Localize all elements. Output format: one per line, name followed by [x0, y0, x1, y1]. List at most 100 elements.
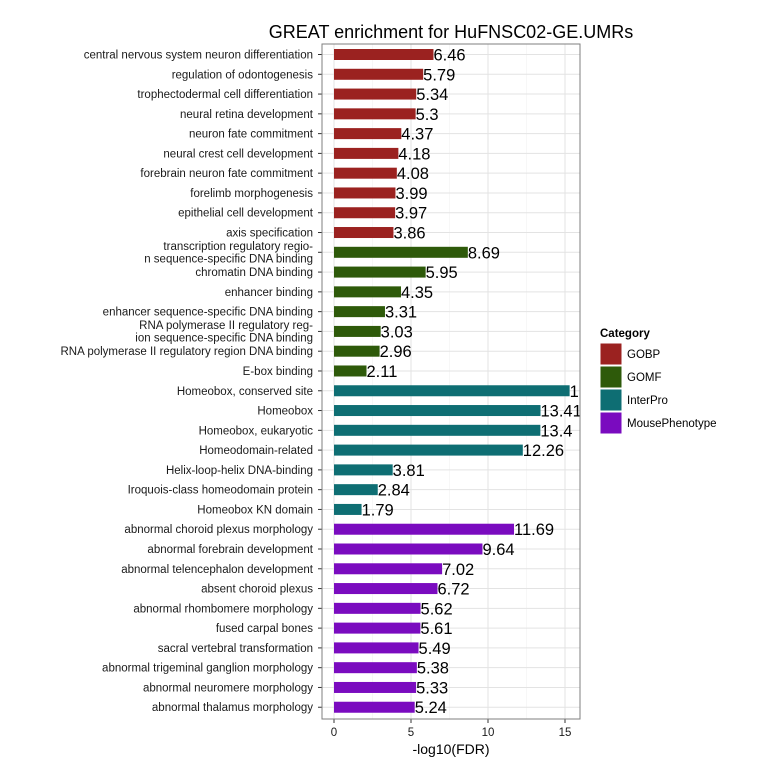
- value-label: 13.41: [541, 403, 582, 421]
- legend: Category GOBP GOMF InterPro MousePhenotype: [599, 328, 717, 435]
- category-label: Homeobox: [257, 406, 313, 418]
- bar: [334, 405, 541, 417]
- value-label: 3.86: [393, 225, 425, 243]
- bar: [334, 385, 570, 397]
- category-label: absent choroid plexus: [201, 584, 313, 596]
- legend-key: [599, 388, 623, 412]
- category-label: abnormal neuromere morphology: [143, 682, 313, 694]
- legend-key: [599, 342, 623, 366]
- bar: [334, 306, 385, 318]
- x-tick-label: 15: [559, 727, 572, 739]
- category-label: abnormal trigeminal ganglion morphology: [102, 663, 313, 675]
- value-label: 2.84: [378, 482, 410, 500]
- bar: [334, 662, 417, 674]
- x-tick-label: 5: [408, 727, 414, 739]
- bar: [334, 246, 468, 258]
- category-label: forebrain neuron fate commitment: [140, 168, 313, 180]
- category-label: abnormal rhombomere morphology: [133, 603, 313, 615]
- bar: [334, 68, 424, 80]
- bar: [334, 167, 397, 179]
- legend-key: [599, 365, 623, 389]
- x-tick-label: 10: [482, 727, 495, 739]
- bar: [334, 88, 417, 100]
- bar: [334, 365, 367, 377]
- category-label: abnormal thalamus morphology: [152, 702, 313, 714]
- category-label: epithelial cell development: [178, 208, 314, 220]
- bar: [334, 583, 438, 595]
- value-label: 6.72: [437, 581, 469, 599]
- bar: [334, 128, 402, 140]
- category-label: fused carpal bones: [216, 623, 313, 635]
- value-label: 4.37: [401, 126, 433, 144]
- category-label: Homeobox, conserved site: [177, 386, 313, 398]
- legend-label: InterPro: [627, 395, 668, 407]
- value-label: 5.61: [420, 620, 452, 638]
- legend-label: GOBP: [627, 349, 661, 361]
- value-label: 5.62: [421, 600, 453, 618]
- category-labels: central nervous system neuron differenti…: [61, 50, 322, 714]
- bar: [334, 227, 394, 239]
- category-label: Homeodomain-related: [199, 445, 313, 457]
- value-label: 5.34: [416, 86, 448, 104]
- category-label: neural crest cell development: [163, 148, 313, 160]
- value-label: 7.02: [442, 561, 474, 579]
- category-label: transcription regulatory regio-n sequenc…: [144, 241, 313, 265]
- category-label: abnormal choroid plexus morphology: [124, 524, 313, 536]
- value-label: 3.81: [393, 462, 425, 480]
- value-label: 5.3: [416, 106, 439, 124]
- value-label: 4.18: [398, 145, 430, 163]
- category-label: RNA polymerase II regulatory region DNA …: [61, 346, 314, 358]
- value-label: 3.31: [385, 304, 417, 322]
- value-label: 11.69: [514, 521, 554, 539]
- category-label: Iroquois-class homeodomain protein: [128, 485, 313, 497]
- category-label: RNA polymerase II regulatory reg-ion seq…: [135, 320, 313, 344]
- value-label: 8.69: [468, 244, 500, 262]
- bar: [334, 286, 401, 298]
- plot-border: [321, 43, 581, 720]
- category-label: sacral vertebral transformation: [158, 643, 313, 655]
- bar: [334, 701, 415, 713]
- bar: [334, 187, 396, 199]
- bar: [334, 108, 416, 120]
- category-label: neural retina development: [180, 109, 314, 121]
- category-label: E-box binding: [243, 366, 313, 378]
- value-label: 13.4: [540, 422, 572, 440]
- bar: [334, 207, 396, 219]
- chart-title: GREAT enrichment for HuFNSC02-GE.UMRs: [269, 22, 633, 42]
- category-label: forelimb morphogenesis: [190, 188, 313, 200]
- value-label: 12.26: [523, 442, 564, 460]
- value-label: 3.03: [381, 323, 413, 341]
- category-label: neuron fate commitment: [189, 129, 314, 141]
- bar: [334, 622, 421, 634]
- bar: [334, 325, 381, 337]
- value-label: 2.96: [380, 343, 412, 361]
- bar: [334, 503, 362, 515]
- category-label: central nervous system neuron differenti…: [84, 50, 313, 62]
- legend-key: [599, 411, 623, 435]
- category-label: enhancer sequence-specific DNA binding: [103, 307, 313, 319]
- category-label: axis specification: [226, 228, 313, 240]
- value-label: 3.97: [395, 205, 427, 223]
- bar: [334, 49, 434, 60]
- value-label: 1.79: [362, 501, 394, 519]
- bars: [334, 49, 570, 713]
- bar: [334, 147, 399, 159]
- legend-label: GOMF: [627, 372, 662, 384]
- bar: [334, 484, 378, 496]
- value-label: 1: [570, 383, 579, 401]
- value-label: 5.24: [415, 699, 447, 717]
- bar: [334, 266, 426, 278]
- bar: [334, 523, 515, 535]
- bar: [334, 444, 523, 456]
- x-tick-label: 0: [331, 727, 337, 739]
- bar: [334, 543, 483, 555]
- value-label: 6.46: [433, 47, 465, 65]
- category-label: Homeobox, eukaryotic: [199, 425, 314, 437]
- x-axis-title: -log10(FDR): [412, 741, 489, 757]
- bar: [334, 563, 443, 575]
- value-label: 4.35: [401, 284, 433, 302]
- legend-title: Category: [600, 328, 650, 340]
- category-label: trophectodermal cell differentiation: [137, 89, 313, 101]
- value-label: 5.95: [426, 264, 458, 282]
